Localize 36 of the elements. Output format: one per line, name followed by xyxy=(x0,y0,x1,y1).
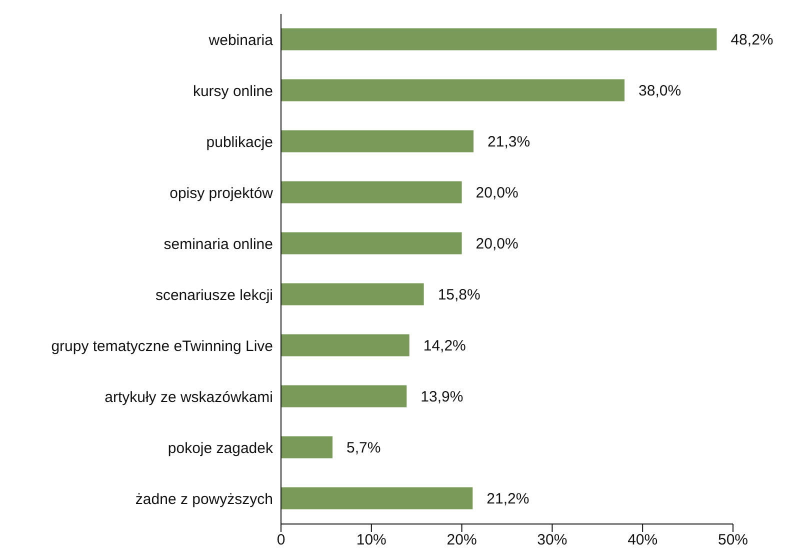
x-tick-label: 10% xyxy=(356,532,386,549)
x-tick-label: 20% xyxy=(446,532,477,549)
y-tick-label: scenariusze lekcji xyxy=(155,286,273,304)
bar xyxy=(281,334,410,356)
bar xyxy=(281,232,462,254)
bar xyxy=(281,28,717,50)
bar xyxy=(281,436,333,458)
data-label: 21,3% xyxy=(488,134,530,151)
data-label: 48,2% xyxy=(730,32,774,49)
data-label: 14,2% xyxy=(423,338,466,355)
bar xyxy=(281,385,407,408)
bar xyxy=(281,487,473,510)
y-tick-label: grupy tematyczne eTwinning Live xyxy=(51,338,273,355)
data-label: 38,0% xyxy=(638,82,682,100)
y-tick-label: webinaria xyxy=(208,32,274,49)
y-tick-label: opisy projektów xyxy=(170,184,274,202)
bar xyxy=(281,130,474,152)
y-tick-label: publikacje xyxy=(206,134,273,151)
data-label: 5,7% xyxy=(346,440,381,457)
data-label: 21,2% xyxy=(486,490,530,508)
data-label: 20,0% xyxy=(476,184,518,202)
x-tick-label: 50% xyxy=(718,532,748,549)
x-tick-label: 0 xyxy=(276,532,286,549)
y-tick-label: seminaria online xyxy=(164,236,273,253)
y-tick-label: kursy online xyxy=(192,82,273,100)
x-tick-label: 30% xyxy=(537,532,568,549)
y-tick-label: żadne z powyższych xyxy=(135,490,273,508)
data-label: 20,0% xyxy=(476,236,518,253)
bar xyxy=(281,283,424,306)
data-label: 15,8% xyxy=(438,286,480,304)
bar xyxy=(281,181,462,204)
y-tick-label: artykuły ze wskazówkami xyxy=(104,388,273,406)
y-tick-label: pokoje zagadek xyxy=(168,440,274,457)
data-label: 13,9% xyxy=(420,388,464,406)
x-tick-label: 40% xyxy=(628,532,658,549)
bar xyxy=(281,79,625,102)
